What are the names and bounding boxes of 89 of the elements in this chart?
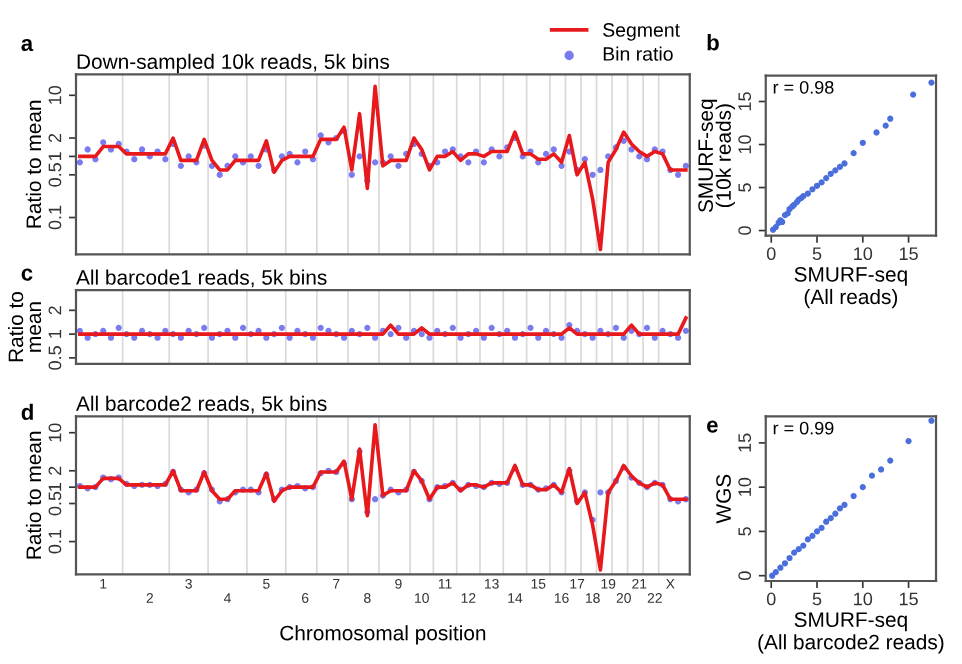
text: c: [21, 268, 33, 281]
annotation: r = 0.98: [773, 80, 834, 94]
y-tick-label: 0.1: [48, 529, 62, 554]
y-tick-label: 2: [48, 133, 62, 143]
point: [809, 186, 816, 193]
x-tick-label: 5: [812, 247, 822, 261]
chart-title: All barcode1 reads, 5k bins: [76, 269, 327, 288]
chart-title: All barcode2 reads, 5k bins: [76, 395, 327, 414]
point: [873, 129, 880, 136]
point: [800, 542, 807, 549]
point: [823, 518, 830, 525]
y-tick-label: 0: [738, 226, 752, 235]
y-axis-title: WGS: [716, 474, 731, 524]
y-axis-title: Ratio to mean: [25, 100, 42, 228]
y-tick-label: 10: [48, 423, 62, 442]
text: b: [707, 34, 719, 51]
point: [887, 457, 894, 464]
y-tick-label: 15: [738, 433, 752, 452]
point: [850, 150, 857, 157]
point: [823, 174, 830, 182]
x-tick-label: 5: [812, 592, 822, 606]
point: [877, 466, 885, 473]
y-tick-label: 0: [738, 571, 752, 580]
text: a: [21, 38, 34, 52]
y-tick-label: 0.5: [48, 346, 62, 370]
text: e: [707, 420, 718, 433]
y-tick-label: 0.5: [48, 491, 62, 516]
text: d: [21, 403, 33, 421]
point: [827, 170, 834, 177]
x-tick-label: 15: [899, 592, 918, 606]
x-tick-label: 0: [766, 247, 776, 261]
x-axis-title: Chromosomal position: [280, 625, 486, 645]
point: [813, 182, 821, 189]
point: [859, 139, 866, 146]
point: [832, 167, 839, 174]
point: [827, 515, 834, 522]
point: [841, 501, 848, 508]
point: [928, 79, 935, 86]
point: [859, 484, 866, 491]
y-tick-label: 5: [738, 527, 752, 536]
x-tick-label: 15: [899, 247, 918, 261]
y-axis-title: Ratio to mean: [7, 291, 42, 362]
point: [809, 532, 816, 539]
point: [791, 549, 798, 556]
x-tick-label: 10: [854, 247, 873, 261]
y-tick-label: 1: [48, 483, 62, 491]
y-tick-label: 1: [48, 152, 62, 161]
point: [804, 190, 811, 197]
x-tick-label: 0: [766, 592, 776, 606]
x-axis-title: SMURF-seq (All barcode2 reads): [758, 612, 944, 654]
point: [777, 564, 784, 571]
legend-label: Segment: [603, 23, 680, 41]
y-tick-label: 2: [48, 466, 62, 475]
point: [786, 554, 793, 562]
point: [772, 569, 779, 576]
y-tick-label: 10: [738, 135, 752, 154]
point: [804, 536, 811, 543]
chart-title: Down-sampled 10k reads, 5k bins: [77, 53, 390, 74]
y-tick-label: 10: [738, 477, 752, 496]
point: [832, 510, 839, 517]
point: [887, 115, 894, 122]
x-axis-title: SMURF-seq (All reads): [794, 266, 907, 309]
point: [795, 546, 802, 553]
y-tick-label: 0.5: [48, 163, 62, 187]
y-tick-label: 10: [48, 85, 62, 104]
point: [928, 417, 935, 424]
point: [910, 91, 917, 98]
y-tick-label: 2: [48, 306, 62, 315]
y-axis-title: Ratio to mean: [25, 431, 42, 559]
point: [905, 438, 912, 445]
point: [781, 560, 789, 567]
y-tick-label: 15: [738, 92, 752, 111]
point: [818, 179, 825, 186]
annotation: r = 0.99: [773, 421, 834, 435]
point: [841, 160, 848, 167]
point: [836, 163, 844, 170]
y-axis-title: SMURF-seq (10k reads): [698, 99, 736, 213]
point: [836, 505, 844, 512]
point: [818, 524, 825, 531]
y-tick-label: 5: [738, 183, 752, 192]
point: [813, 528, 821, 535]
y-tick-label: 1: [48, 329, 62, 338]
point: [850, 492, 857, 500]
legend-label: Bin ratio: [603, 46, 673, 61]
point: [882, 122, 889, 129]
y-tick-label: 0.1: [48, 205, 62, 230]
line-series: [78, 422, 688, 572]
point: [868, 472, 876, 479]
x-tick-label: 10: [854, 592, 873, 606]
